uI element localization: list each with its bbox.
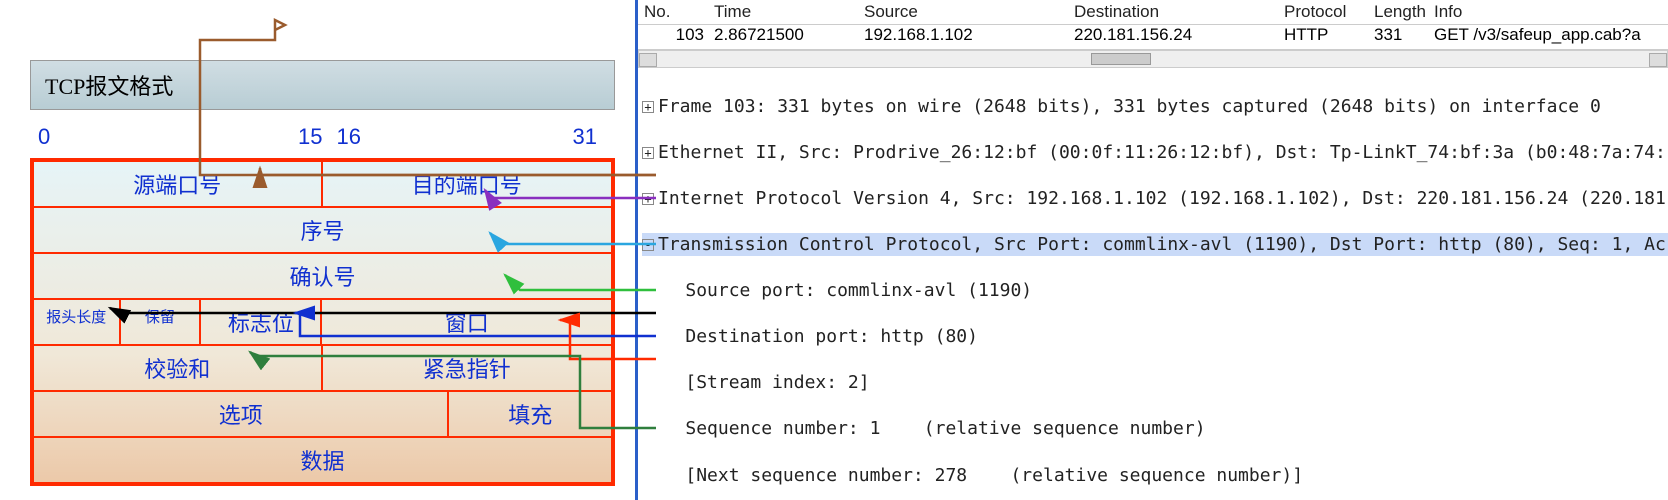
field-dstport: 目的端口号 — [323, 162, 612, 206]
wireshark-panel: No. Time Source Destination Protocol Len… — [635, 0, 1668, 500]
tree-ip[interactable]: +Internet Protocol Version 4, Src: 192.1… — [642, 187, 1668, 210]
cell-protocol: HTTP — [1284, 25, 1374, 45]
field-srcport: 源端口号 — [34, 162, 323, 206]
tcp-title: TCP报文格式 — [30, 60, 615, 110]
cell-info: GET /v3/safeup_app.cab?a — [1434, 25, 1662, 45]
tree-srcport[interactable]: Source port: commlinx-avl (1190) — [642, 279, 1668, 302]
tree-ethernet[interactable]: +Ethernet II, Src: Prodrive_26:12:bf (00… — [642, 141, 1668, 164]
field-ack: 确认号 — [34, 254, 611, 298]
tcp-diagram-panel: TCP报文格式 0 15 16 31 源端口号 目的端口号 序号 确认号 — [0, 0, 635, 500]
main-container: TCP报文格式 0 15 16 31 源端口号 目的端口号 序号 确认号 — [0, 0, 1668, 500]
bit-15: 15 — [277, 124, 323, 150]
tree-frame[interactable]: +Frame 103: 331 bytes on wire (2648 bits… — [642, 95, 1668, 118]
field-window: 窗口 — [322, 300, 611, 344]
tcp-format-box: TCP报文格式 0 15 16 31 源端口号 目的端口号 序号 确认号 — [30, 60, 615, 486]
tree-nseq[interactable]: [Next sequence number: 278 (relative seq… — [642, 464, 1668, 487]
collapse-icon[interactable]: - — [642, 239, 654, 251]
field-urgent: 紧急指针 — [323, 346, 612, 390]
col-time[interactable]: Time — [714, 2, 864, 22]
tree-stream[interactable]: [Stream index: 2] — [642, 371, 1668, 394]
bit-31: 31 — [368, 124, 607, 150]
cell-length: 331 — [1374, 25, 1434, 45]
col-source[interactable]: Source — [864, 2, 1074, 22]
expand-icon[interactable]: + — [642, 101, 654, 113]
cell-no: 103 — [644, 25, 714, 45]
field-hdrlen: 报头长度 — [34, 300, 121, 344]
col-length[interactable]: Length — [1374, 2, 1434, 22]
col-protocol[interactable]: Protocol — [1284, 2, 1374, 22]
tree-seq[interactable]: Sequence number: 1 (relative sequence nu… — [642, 417, 1668, 440]
horizontal-scrollbar[interactable] — [638, 50, 1668, 68]
col-destination[interactable]: Destination — [1074, 2, 1284, 22]
field-data: 数据 — [34, 438, 611, 482]
bit-0: 0 — [38, 124, 277, 150]
bit-16: 16 — [322, 124, 368, 150]
scrollbar-thumb[interactable] — [1091, 53, 1151, 65]
field-options: 选项 — [34, 392, 449, 436]
packet-details-tree[interactable]: +Frame 103: 331 bytes on wire (2648 bits… — [638, 68, 1668, 500]
bit-ruler: 0 15 16 31 — [30, 110, 615, 158]
tree-dstport[interactable]: Destination port: http (80) — [642, 325, 1668, 348]
col-info[interactable]: Info — [1434, 2, 1662, 22]
tcp-fields-grid: 源端口号 目的端口号 序号 确认号 报头长度 保留 标志位 窗口 校验和 紧 — [30, 158, 615, 486]
packet-list-header[interactable]: No. Time Source Destination Protocol Len… — [638, 0, 1668, 25]
field-flags: 标志位 — [201, 300, 322, 344]
expand-icon[interactable]: + — [642, 193, 654, 205]
field-padding: 填充 — [449, 392, 611, 436]
field-reserved: 保留 — [121, 300, 202, 344]
expand-icon[interactable]: + — [642, 147, 654, 159]
cell-time: 2.86721500 — [714, 25, 864, 45]
packet-row[interactable]: 103 2.86721500 192.168.1.102 220.181.156… — [638, 25, 1668, 50]
cell-destination: 220.181.156.24 — [1074, 25, 1284, 45]
tree-tcp[interactable]: -Transmission Control Protocol, Src Port… — [642, 233, 1668, 256]
col-no[interactable]: No. — [644, 2, 714, 22]
field-seq: 序号 — [34, 208, 611, 252]
field-checksum: 校验和 — [34, 346, 323, 390]
cell-source: 192.168.1.102 — [864, 25, 1074, 45]
